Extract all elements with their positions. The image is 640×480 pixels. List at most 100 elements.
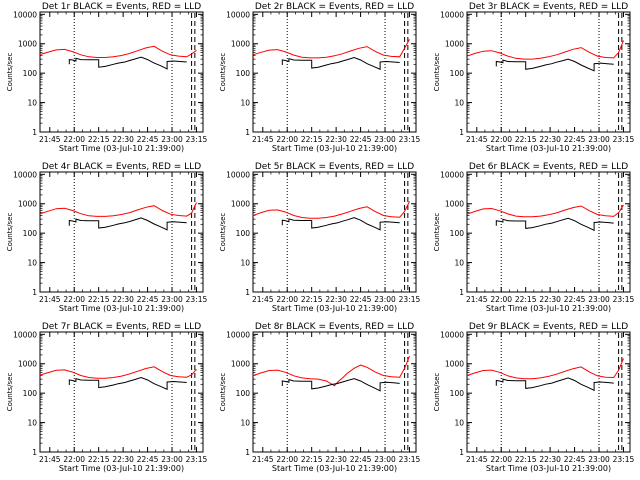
y-axis-label: Counts/sec — [219, 213, 227, 252]
x-tick-label: 22:45 — [564, 455, 586, 464]
x-tick-label: 21:45 — [252, 135, 274, 144]
y-tick-label: 10000 — [440, 10, 464, 19]
y-tick-label: 10000 — [13, 10, 37, 19]
x-tick-label: 22:30 — [325, 455, 347, 464]
y-tick-label: 100 — [23, 389, 38, 398]
series-line-red — [39, 45, 197, 58]
y-axis-label: Counts/sec — [433, 53, 441, 92]
y-tick-label: 10 — [27, 419, 37, 428]
chart-title: Det 6r BLACK = Events, RED = LLD — [469, 162, 628, 172]
series-line-red — [39, 366, 197, 379]
chart-title: Det 2r BLACK = Events, RED = LLD — [255, 2, 414, 12]
chart-title: Det 4r BLACK = Events, RED = LLD — [42, 162, 201, 172]
y-axis-label: Counts/sec — [433, 213, 441, 252]
x-tick-label: 22:00 — [490, 455, 512, 464]
plot-frame — [252, 171, 417, 293]
plot-frame — [39, 11, 204, 133]
chart-title: Det 8r BLACK = Events, RED = LLD — [255, 322, 414, 332]
y-tick-label: 1 — [459, 128, 464, 137]
x-tick-label: 22:00 — [276, 295, 298, 304]
x-tick-label: 21:45 — [39, 135, 61, 144]
chart-panel: Det 1r BLACK = Events, RED = LLD 1 10 100 10… — [6, 2, 208, 153]
chart-panel: Det 7r BLACK = Events, RED = LLD 1 10 100 10… — [6, 322, 208, 473]
x-tick-label: 23:00 — [588, 295, 610, 304]
y-tick-label: 100 — [450, 389, 465, 398]
y-tick-label: 10000 — [440, 330, 464, 339]
x-tick-label: 22:45 — [350, 135, 372, 144]
x-tick-label: 21:45 — [39, 295, 61, 304]
y-tick-label: 10 — [454, 419, 464, 428]
x-tick-label: 23:15 — [613, 295, 635, 304]
chart-panel: Det 3r BLACK = Events, RED = LLD 1 10 100 10… — [433, 2, 635, 153]
y-tick-label: 100 — [450, 69, 465, 78]
y-tick-label: 10000 — [440, 170, 464, 179]
chart-panel: Det 9r BLACK = Events, RED = LLD 1 10 100 10… — [433, 322, 635, 473]
plot-frame — [252, 331, 417, 453]
series-line-black — [495, 217, 614, 232]
series-line-black — [495, 58, 614, 72]
x-axis-label: Start Time (03-Jul-10 21:39:00) — [59, 144, 184, 153]
y-tick-label: 1000 — [231, 200, 250, 209]
chart-panel: Det 6r BLACK = Events, RED = LLD 1 10 100 10… — [433, 162, 635, 313]
y-tick-label: 100 — [236, 229, 251, 238]
chart-title: Det 9r BLACK = Events, RED = LLD — [469, 322, 628, 332]
series-line-red — [466, 40, 624, 60]
chart-panel: Det 2r BLACK = Events, RED = LLD 1 10 100 10… — [219, 2, 421, 153]
y-tick-label: 10 — [27, 259, 37, 268]
series-line-red — [39, 202, 197, 217]
y-tick-label: 100 — [23, 229, 38, 238]
x-tick-label: 23:00 — [374, 455, 396, 464]
x-tick-label: 22:15 — [301, 455, 323, 464]
x-tick-label: 23:15 — [399, 455, 421, 464]
x-tick-label: 22:15 — [301, 295, 323, 304]
y-tick-label: 1000 — [18, 360, 37, 369]
x-tick-label: 22:45 — [137, 135, 159, 144]
y-tick-label: 1 — [32, 448, 37, 457]
x-axis-label: Start Time (03-Jul-10 21:39:00) — [272, 464, 397, 473]
x-tick-label: 23:15 — [399, 135, 421, 144]
plot-frame — [466, 331, 631, 453]
y-tick-label: 1 — [245, 448, 250, 457]
y-tick-label: 10000 — [13, 330, 37, 339]
series-line-red — [466, 358, 624, 380]
y-axis-label: Counts/sec — [219, 53, 227, 92]
plot-frame — [252, 11, 417, 133]
chart-panel: Det 5r BLACK = Events, RED = LLD 1 10 100 10… — [219, 162, 421, 313]
x-tick-label: 23:00 — [161, 295, 183, 304]
x-tick-label: 22:30 — [325, 135, 347, 144]
y-tick-label: 1 — [459, 448, 464, 457]
y-axis-label: Counts/sec — [219, 373, 227, 412]
x-tick-label: 23:15 — [613, 135, 635, 144]
y-tick-label: 1000 — [445, 360, 464, 369]
x-tick-label: 22:00 — [63, 135, 85, 144]
x-tick-label: 22:30 — [539, 455, 561, 464]
x-axis-label: Start Time (03-Jul-10 21:39:00) — [59, 464, 184, 473]
x-axis-label: Start Time (03-Jul-10 21:39:00) — [272, 304, 397, 313]
x-tick-label: 22:30 — [325, 295, 347, 304]
x-tick-label: 21:45 — [39, 455, 61, 464]
y-tick-label: 10000 — [226, 10, 250, 19]
x-tick-label: 23:15 — [186, 295, 208, 304]
series-line-black — [281, 56, 400, 71]
x-tick-label: 21:45 — [252, 295, 274, 304]
x-tick-label: 22:30 — [112, 135, 134, 144]
x-tick-label: 22:15 — [88, 455, 110, 464]
x-tick-label: 21:45 — [466, 455, 488, 464]
series-line-red — [466, 204, 624, 218]
y-tick-label: 1 — [245, 128, 250, 137]
x-tick-label: 23:15 — [186, 455, 208, 464]
y-tick-label: 10 — [454, 259, 464, 268]
y-tick-label: 1 — [32, 128, 37, 137]
x-tick-label: 22:15 — [515, 135, 537, 144]
x-tick-label: 23:00 — [588, 135, 610, 144]
plot-frame — [466, 171, 631, 293]
y-tick-label: 10000 — [226, 330, 250, 339]
x-tick-label: 21:45 — [466, 135, 488, 144]
y-tick-label: 1000 — [445, 40, 464, 49]
x-tick-label: 22:00 — [490, 135, 512, 144]
x-tick-label: 22:15 — [88, 135, 110, 144]
x-tick-label: 22:45 — [564, 295, 586, 304]
series-line-black — [68, 56, 187, 70]
y-tick-label: 1000 — [231, 40, 250, 49]
y-tick-label: 1000 — [18, 40, 37, 49]
